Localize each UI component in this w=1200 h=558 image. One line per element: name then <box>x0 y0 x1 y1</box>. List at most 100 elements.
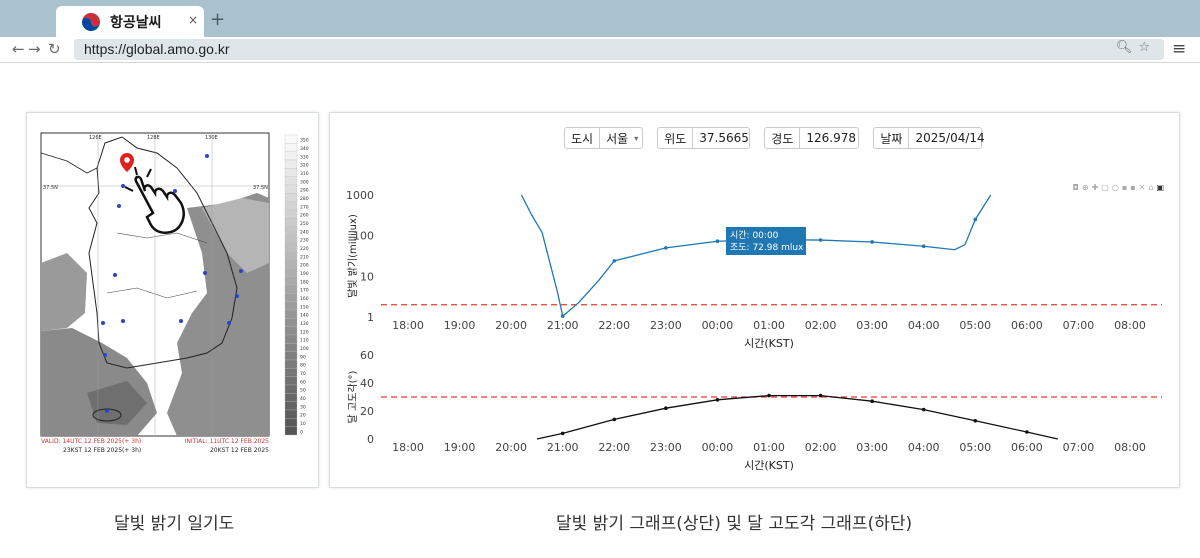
hover-tooltip: 시간: 00:00 조도: 72.98 mlux <box>726 227 806 255</box>
scale-swatch <box>284 234 298 244</box>
home-icon[interactable]: ⌂ <box>1148 183 1157 192</box>
x-tick-label: 02:00 <box>805 319 837 332</box>
latitude-value[interactable]: 37.5665 <box>699 131 749 145</box>
valid-time-text: VALID: 14UTC 12 FEB 2025(+ 3h) <box>41 438 141 445</box>
scale-tick-label: 30 <box>300 404 306 410</box>
data-point <box>870 240 874 244</box>
date-field[interactable]: 날짜 2025/04/14 <box>873 127 985 149</box>
x-tick-label: 01:00 <box>753 441 785 454</box>
reload-icon[interactable]: ↻ <box>48 40 61 58</box>
scale-swatch <box>284 368 298 377</box>
scale-tick-label: 130 <box>300 321 309 327</box>
tooltip-line1: 시간: 00:00 <box>730 230 779 241</box>
new-tab-icon[interactable]: + <box>210 9 226 30</box>
data-point <box>664 246 668 250</box>
scale-swatch <box>284 318 298 327</box>
x-tick-label: 04:00 <box>908 441 940 454</box>
y-tick-label: 1 <box>367 311 374 324</box>
scale-tick-label: 60 <box>300 379 306 385</box>
scale-tick-label: 230 <box>300 238 309 244</box>
scale-tick-label: 290 <box>300 188 309 194</box>
scale-tick-label: 260 <box>300 213 309 219</box>
scale-tick-label: 190 <box>300 271 309 277</box>
x-axis-label: 시간(KST) <box>744 337 794 350</box>
scale-swatch <box>284 376 298 386</box>
data-point <box>818 393 823 398</box>
moonlight-chart-panel: 도시 서울 ▾ 위도 37.5665 경도 126.978 날짜 2025/04… <box>329 112 1180 488</box>
camera-icon[interactable]: ◘ <box>1072 183 1082 192</box>
data-point <box>1025 430 1029 434</box>
scale-tick-label: 250 <box>300 221 309 227</box>
zoom-box-icon[interactable]: ▪ <box>1121 183 1131 192</box>
zoom-out-icon[interactable]: ▪ <box>1130 183 1139 192</box>
date-value[interactable]: 2025/04/14 <box>915 131 985 145</box>
scale-tick-label: 100 <box>300 346 309 352</box>
bookmark-star-icon[interactable]: ☆ <box>1138 40 1156 55</box>
scale-swatch <box>284 184 298 194</box>
latitude-field[interactable]: 위도 37.5665 <box>657 127 751 149</box>
scale-swatch <box>284 193 298 202</box>
lat-right-label: 37.5N <box>253 185 268 191</box>
longitude-label: 경도 <box>765 128 801 148</box>
browser-tab[interactable]: 항공날씨 × <box>56 6 204 37</box>
y-tick-label: 20 <box>360 405 374 418</box>
scale-tick-label: 0 <box>300 429 303 435</box>
moonlight-map: 126E 128E 130E 37.5N 37.5N VALID: 14UTC … <box>40 132 309 454</box>
scale-tick-label: 270 <box>300 204 309 210</box>
scale-swatch <box>284 143 298 152</box>
data-point <box>921 244 926 249</box>
y-tick-label: 1000 <box>346 189 374 202</box>
data-point <box>767 393 771 398</box>
city-select[interactable]: 도시 서울 ▾ <box>564 127 644 149</box>
chart-caption: 달빛 밝기 그래프(상단) 및 달 고도각 그래프(하단) <box>556 514 913 534</box>
longitude-value[interactable]: 126.978 <box>806 131 857 145</box>
select-icon[interactable]: ▢ <box>1101 183 1112 192</box>
city-label: 도시 <box>565 128 601 148</box>
x-tick-label: 08:00 <box>1114 441 1146 454</box>
scale-swatch <box>284 334 298 344</box>
scale-swatch <box>284 343 298 352</box>
forward-icon[interactable]: → <box>28 40 41 58</box>
plotly-logo-icon[interactable]: ▣ <box>1156 183 1167 192</box>
scale-tick-label: 40 <box>300 396 306 402</box>
latitude-label: 위도 <box>658 128 694 148</box>
url-text[interactable]: https://global.amo.go.kr <box>84 41 230 57</box>
scale-tick-label: 160 <box>300 296 309 302</box>
scale-swatch <box>284 159 298 169</box>
longitude-field[interactable]: 경도 126.978 <box>764 127 860 149</box>
x-tick-label: 21:00 <box>547 319 579 332</box>
scale-swatch <box>284 351 298 361</box>
pan-icon[interactable]: ✚ <box>1091 183 1102 192</box>
y-tick-label: 0 <box>367 433 374 446</box>
scale-tick-label: 240 <box>300 229 309 235</box>
data-point <box>612 259 617 263</box>
scale-swatch <box>284 209 298 219</box>
scale-tick-label: 220 <box>300 246 309 252</box>
x-tick-label: 23:00 <box>650 319 682 332</box>
dropdown-arrow-icon[interactable]: ▾ <box>634 133 639 143</box>
scale-tick-label: 200 <box>300 263 309 269</box>
x-tick-label: 03:00 <box>856 319 888 332</box>
x-tick-label: 20:00 <box>495 319 527 332</box>
address-bar[interactable]: https://global.amo.go.kr 🔍︎☆ <box>74 39 1164 60</box>
page-content: 126E 128E 130E 37.5N 37.5N VALID: 14UTC … <box>0 64 1200 558</box>
x-tick-label: 18:00 <box>392 319 424 332</box>
scale-swatch <box>284 293 298 302</box>
lasso-icon[interactable]: ○ <box>1111 183 1122 192</box>
tab-bar: 항공날씨 × + <box>0 0 1200 37</box>
zoom-icon[interactable]: 🔍︎ <box>1115 40 1139 55</box>
back-icon[interactable]: ← <box>12 40 25 58</box>
nav-bar: ← → ↻ https://global.amo.go.kr 🔍︎☆ ≡ <box>0 37 1200 63</box>
scale-swatch <box>284 276 298 286</box>
zoom-in-icon[interactable]: ⊕ <box>1081 183 1092 192</box>
menu-icon[interactable]: ≡ <box>1172 39 1187 59</box>
city-value[interactable]: 서울 <box>606 131 629 146</box>
series-line <box>520 194 992 318</box>
chart-toolbar: ◘⊕✚▢○▪▪✕⌂▣ <box>1073 183 1167 192</box>
x-tick-label: 07:00 <box>1063 319 1095 332</box>
autoscale-icon[interactable]: ✕ <box>1138 183 1149 192</box>
tab-close-icon[interactable]: × <box>187 13 198 27</box>
scale-swatch <box>284 251 298 261</box>
data-point <box>715 239 720 244</box>
scale-tick-label: 310 <box>300 171 309 177</box>
